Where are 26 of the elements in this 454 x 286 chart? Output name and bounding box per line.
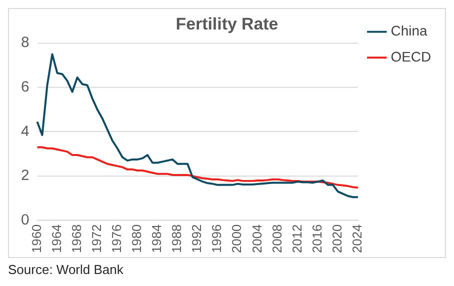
x-tick-label: 1992 — [189, 224, 204, 254]
x-tick-label: 1980 — [128, 224, 144, 254]
x-tick-label: 1996 — [209, 224, 224, 254]
y-tick-label: 6 — [20, 80, 30, 96]
y-tick-label: 0 — [20, 212, 30, 228]
x-tick-label: 1972 — [88, 224, 104, 254]
x-tick-label: 2016 — [309, 224, 324, 254]
y-tick-label: 2 — [20, 168, 30, 184]
x-tick-label: 2004 — [249, 224, 264, 254]
y-tick-label: 8 — [20, 35, 30, 52]
source-note: Source: World Bank — [8, 262, 124, 277]
legend-label: China — [390, 22, 428, 39]
chart-title: Fertility Rate — [176, 14, 278, 34]
x-tick-label: 2020 — [329, 224, 344, 254]
x-tick-label: 2000 — [229, 224, 244, 254]
x-tick-label: 1984 — [149, 224, 164, 254]
x-tick-label: 2008 — [269, 224, 284, 254]
legend-label: OECD — [390, 48, 432, 64]
x-tick-label: 1976 — [108, 224, 124, 254]
x-tick-label: 1960 — [28, 224, 44, 254]
x-tick-label: 1988 — [169, 224, 184, 254]
x-tick-label: 2012 — [289, 224, 304, 254]
x-tick-label: 2024 — [349, 224, 365, 254]
x-tick-label: 1964 — [48, 224, 64, 254]
y-tick-label: 4 — [20, 124, 30, 140]
x-tick-label: 1968 — [68, 224, 84, 254]
